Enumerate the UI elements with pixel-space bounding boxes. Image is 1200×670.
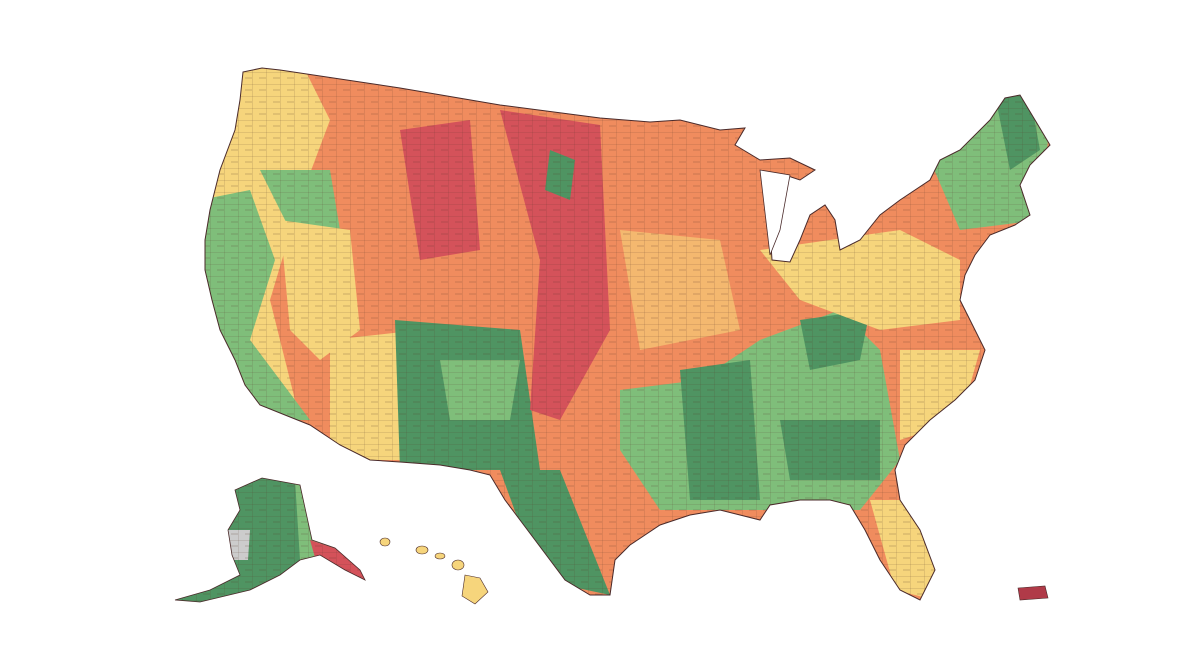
island — [461, 574, 489, 605]
puerto-rico — [1017, 585, 1049, 601]
county-lines — [205, 68, 1050, 600]
hawaii — [379, 537, 489, 605]
alaska — [175, 478, 365, 602]
county-lines — [175, 478, 365, 602]
island — [451, 559, 465, 571]
island — [434, 552, 446, 560]
lower-48 — [205, 68, 1050, 600]
outline — [174, 477, 366, 603]
lake — [759, 169, 791, 256]
island — [379, 537, 391, 547]
island — [415, 545, 429, 555]
